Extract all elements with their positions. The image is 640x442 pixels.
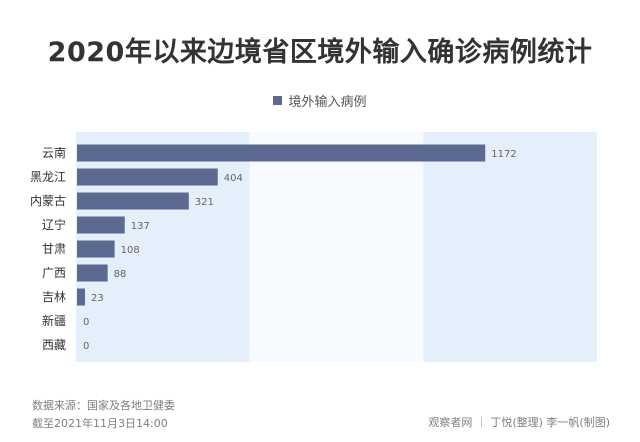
data-label: 23 [91,293,104,304]
footer-notes: 数据来源：国家及各地卫健委 截至2021年11月3日14:00 [32,397,175,433]
category-label: 云南 [42,145,66,160]
legend: 境外输入病例 [0,91,640,110]
data-label: 404 [224,173,243,184]
category-label: 广西 [42,266,66,280]
data-label: 0 [83,317,89,328]
data-label: 108 [121,245,140,256]
category-label: 新疆 [42,313,66,328]
data-label: 137 [131,221,150,232]
category-label: 内蒙古 [30,193,66,208]
data-label: 0 [83,341,89,352]
category-label: 吉林 [42,290,66,304]
bar [77,168,218,186]
chart-title: 2020年以来边境省区境外输入确诊病例统计 [47,37,593,68]
category-label: 黑龙江 [30,170,66,184]
data-label: 88 [114,269,127,280]
data-label: 1172 [491,149,516,160]
bar [77,264,108,282]
legend-label: 境外输入病例 [288,95,367,110]
data-source-note: 数据来源：国家及各地卫健委 [32,399,175,412]
credit-note: 观察者网 ｜ 丁悦(整理) 李一帆(制图) [428,416,610,429]
bar [77,192,189,210]
bar [77,144,486,162]
legend-swatch [273,96,283,105]
bar [77,240,115,258]
bar-chart: 云南 1172 黑龙江 404 内蒙古 321 辽宁 137 甘肃 108 广西 88 吉林 23 新疆 0 西… [30,132,597,362]
category-label: 西藏 [42,338,66,352]
data-label: 321 [195,197,214,208]
background-band [249,132,424,362]
category-label: 辽宁 [42,217,66,232]
bar [77,216,125,234]
bar [77,288,86,306]
background-band [423,132,597,362]
category-label: 甘肃 [42,242,66,256]
cutoff-note: 截至2021年11月3日14:00 [32,417,168,430]
